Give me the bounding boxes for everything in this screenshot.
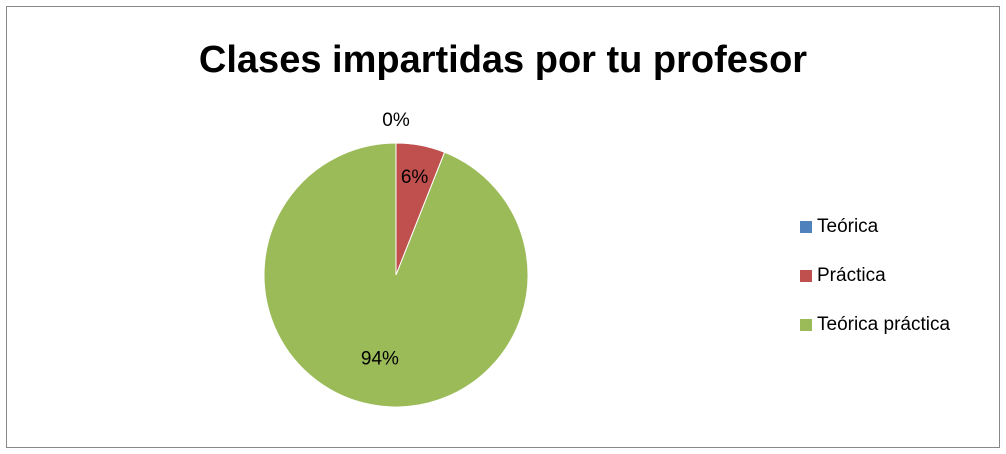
data-label: 94% — [361, 348, 399, 369]
legend-label: Teórica — [817, 216, 879, 237]
data-label: 6% — [401, 167, 429, 188]
legend-swatch — [800, 270, 812, 282]
legend-label: Teórica práctica — [817, 314, 950, 335]
legend-swatch — [800, 221, 812, 233]
legend-label: Práctica — [817, 265, 886, 286]
legend-swatch — [800, 319, 812, 331]
data-label: 0% — [382, 110, 410, 131]
pie-slice — [263, 142, 529, 408]
chart-title: Clases impartidas por tu profesor — [199, 39, 807, 81]
